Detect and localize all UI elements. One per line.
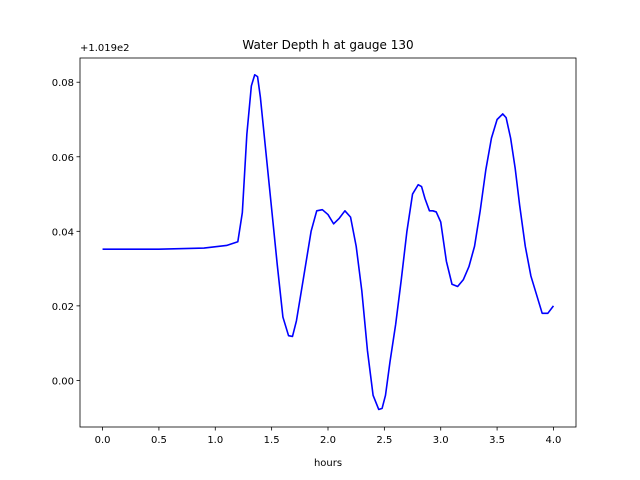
y-tick-label: 0.00 (52, 376, 74, 387)
plot-area: 0.0 0.5 1.0 1.5 2.0 2.5 3.0 3.5 4.0 0.00 0.02 0.04 0… (52, 57, 577, 446)
x-tick-label: 2.5 (376, 435, 392, 446)
x-tick-label: 4.0 (546, 435, 562, 446)
y-tick-label: 0.04 (52, 227, 74, 238)
y-tick-label: 0.08 (52, 78, 74, 89)
chart-title: Water Depth h at gauge 130 (242, 38, 413, 52)
x-tick-label: 0.5 (151, 435, 167, 446)
x-tick-label: 3.0 (433, 435, 449, 446)
x-tick-label: 2.0 (320, 435, 336, 446)
y-tick-label: 0.02 (52, 302, 74, 313)
series-line-0 (102, 73, 555, 411)
x-tick-label: 1.0 (207, 435, 223, 446)
x-tick-label: 1.5 (264, 435, 280, 446)
x-tick-label: 3.5 (489, 435, 505, 446)
x-tick-label: 0.0 (95, 435, 111, 446)
x-axis-label: hours (314, 458, 342, 469)
y-tick-label: 0.06 (52, 153, 74, 164)
y-offset-label: +1.019e2 (80, 43, 130, 54)
plot-frame (79, 57, 577, 428)
